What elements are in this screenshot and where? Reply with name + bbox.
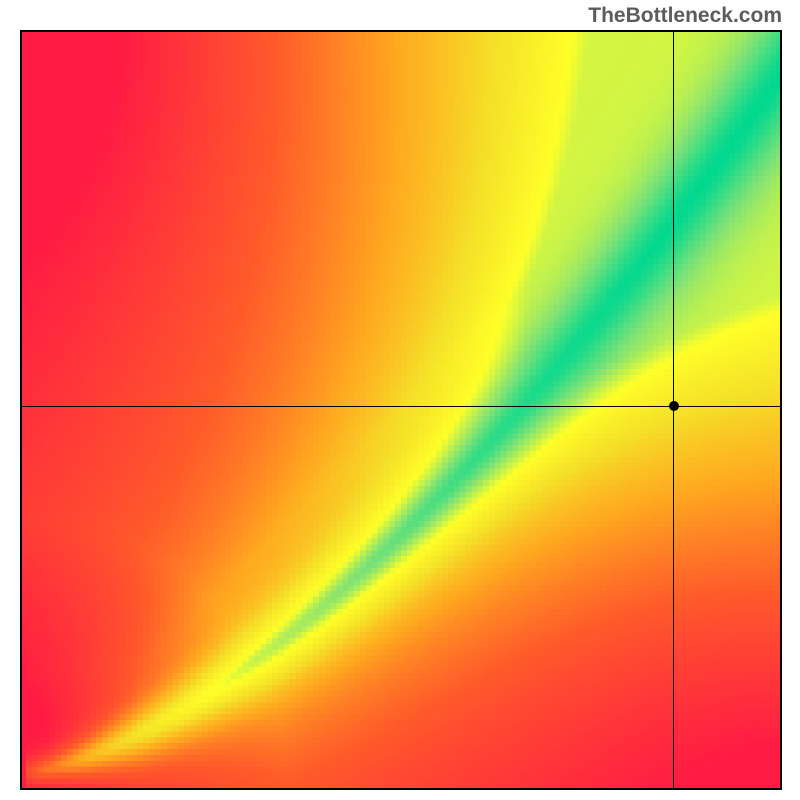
plot-frame (20, 30, 782, 790)
chart-container: TheBottleneck.com (0, 0, 800, 800)
crosshair-horizontal (20, 406, 782, 407)
crosshair-point (669, 401, 679, 411)
attribution-text: TheBottleneck.com (588, 4, 782, 28)
heatmap-canvas (20, 30, 782, 790)
